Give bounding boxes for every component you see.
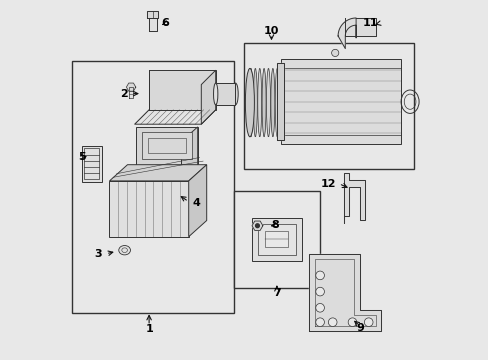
Polygon shape bbox=[201, 70, 215, 124]
Bar bbox=[244, 43, 413, 169]
Polygon shape bbox=[276, 63, 284, 140]
Circle shape bbox=[347, 318, 356, 327]
Polygon shape bbox=[136, 127, 197, 165]
Polygon shape bbox=[337, 18, 355, 49]
Ellipse shape bbox=[270, 68, 274, 137]
Bar bbox=[84, 148, 99, 179]
Text: 2: 2 bbox=[120, 89, 127, 99]
Ellipse shape bbox=[275, 68, 279, 137]
Bar bbox=[233, 191, 320, 288]
Text: 12: 12 bbox=[320, 179, 336, 189]
Circle shape bbox=[315, 271, 324, 280]
Ellipse shape bbox=[248, 68, 252, 137]
Ellipse shape bbox=[257, 68, 261, 137]
Polygon shape bbox=[309, 254, 381, 331]
Circle shape bbox=[315, 287, 324, 296]
Circle shape bbox=[315, 318, 324, 327]
Bar bbox=[72, 61, 233, 313]
Text: 1: 1 bbox=[145, 324, 153, 334]
Text: 7: 7 bbox=[272, 288, 280, 298]
Polygon shape bbox=[251, 221, 263, 230]
Text: 10: 10 bbox=[263, 26, 279, 36]
Polygon shape bbox=[134, 110, 215, 124]
Text: 11: 11 bbox=[362, 18, 377, 28]
Polygon shape bbox=[280, 59, 400, 144]
Ellipse shape bbox=[266, 68, 270, 137]
Polygon shape bbox=[345, 18, 375, 36]
Polygon shape bbox=[148, 18, 156, 31]
Ellipse shape bbox=[213, 83, 218, 105]
Circle shape bbox=[328, 318, 336, 327]
Polygon shape bbox=[109, 181, 188, 237]
Ellipse shape bbox=[262, 68, 265, 137]
Ellipse shape bbox=[119, 246, 130, 255]
Circle shape bbox=[255, 224, 259, 228]
Circle shape bbox=[315, 303, 324, 312]
Bar bbox=[81, 146, 102, 182]
Polygon shape bbox=[129, 87, 133, 98]
Polygon shape bbox=[188, 165, 206, 237]
Polygon shape bbox=[343, 173, 365, 223]
Text: 3: 3 bbox=[95, 249, 102, 259]
Ellipse shape bbox=[232, 83, 238, 105]
Bar bbox=[258, 224, 295, 255]
Text: 4: 4 bbox=[192, 198, 200, 208]
Polygon shape bbox=[146, 11, 158, 18]
Polygon shape bbox=[215, 83, 235, 105]
Polygon shape bbox=[149, 70, 215, 110]
Bar bbox=[251, 218, 302, 261]
Polygon shape bbox=[142, 132, 192, 159]
Text: 8: 8 bbox=[270, 220, 278, 230]
Polygon shape bbox=[126, 83, 136, 91]
Text: 5: 5 bbox=[78, 152, 85, 162]
Bar bbox=[265, 231, 288, 247]
Text: 6: 6 bbox=[161, 18, 168, 28]
Polygon shape bbox=[181, 127, 197, 179]
Ellipse shape bbox=[245, 68, 254, 137]
Ellipse shape bbox=[253, 68, 257, 137]
Circle shape bbox=[364, 318, 372, 327]
Polygon shape bbox=[109, 165, 206, 181]
Polygon shape bbox=[120, 165, 197, 179]
Ellipse shape bbox=[331, 49, 338, 57]
Text: 9: 9 bbox=[355, 323, 363, 333]
